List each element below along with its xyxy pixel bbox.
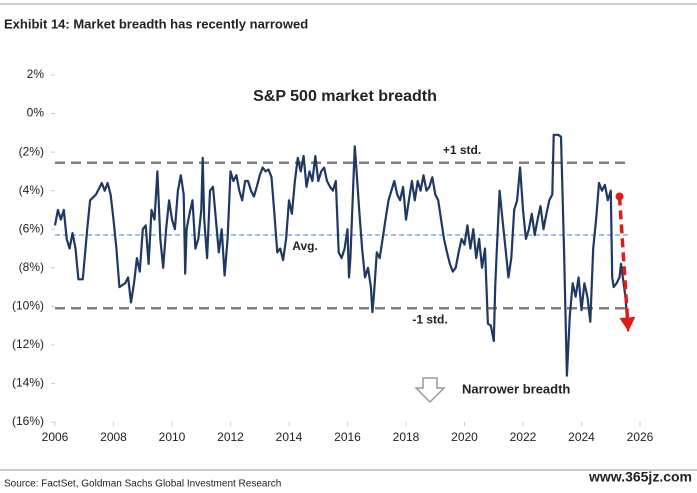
y-tick-label: 0% <box>27 106 45 120</box>
y-tick-label: (16%) <box>12 414 44 428</box>
y-tick-label: (4%) <box>19 183 44 197</box>
x-tick-label: 2024 <box>568 430 595 444</box>
data-line <box>53 133 630 377</box>
annotation: Narrower breadth <box>462 381 570 396</box>
arrow-head <box>619 316 636 332</box>
arrow-shaft <box>617 196 630 318</box>
x-tick-label: 2006 <box>42 430 69 444</box>
x-tick-label: 2026 <box>627 430 654 444</box>
reference-label: Avg. <box>292 239 318 253</box>
reference-label: +1 std. <box>443 143 481 157</box>
chart-title: S&P 500 market breadth <box>253 88 437 105</box>
y-tick-label: (2%) <box>19 144 44 158</box>
x-tick-label: 2012 <box>217 430 244 444</box>
exhibit-header: Exhibit 14: Market breadth has recently … <box>4 16 308 31</box>
x-tick-label: 2010 <box>159 430 186 444</box>
y-tick-label: (10%) <box>12 299 44 313</box>
x-tick-label: 2008 <box>100 430 127 444</box>
reference-label: -1 std. <box>412 312 447 326</box>
y-tick-label: (6%) <box>19 221 44 235</box>
x-tick-label: 2022 <box>510 430 537 444</box>
x-tick-label: 2014 <box>276 430 303 444</box>
y-tick-label: 2% <box>27 67 45 81</box>
x-tick-label: 2016 <box>334 430 361 444</box>
x-tick-label: 2020 <box>451 430 478 444</box>
y-tick-label: (12%) <box>12 337 44 351</box>
x-tick-label: 2018 <box>393 430 420 444</box>
watermark: www.365jz.com <box>588 469 692 485</box>
y-tick-label: (14%) <box>12 376 44 390</box>
source: Source: FactSet, Goldman Sachs Global In… <box>4 479 281 490</box>
y-tick-label: (8%) <box>19 260 44 274</box>
down-arrow-icon <box>414 377 446 404</box>
